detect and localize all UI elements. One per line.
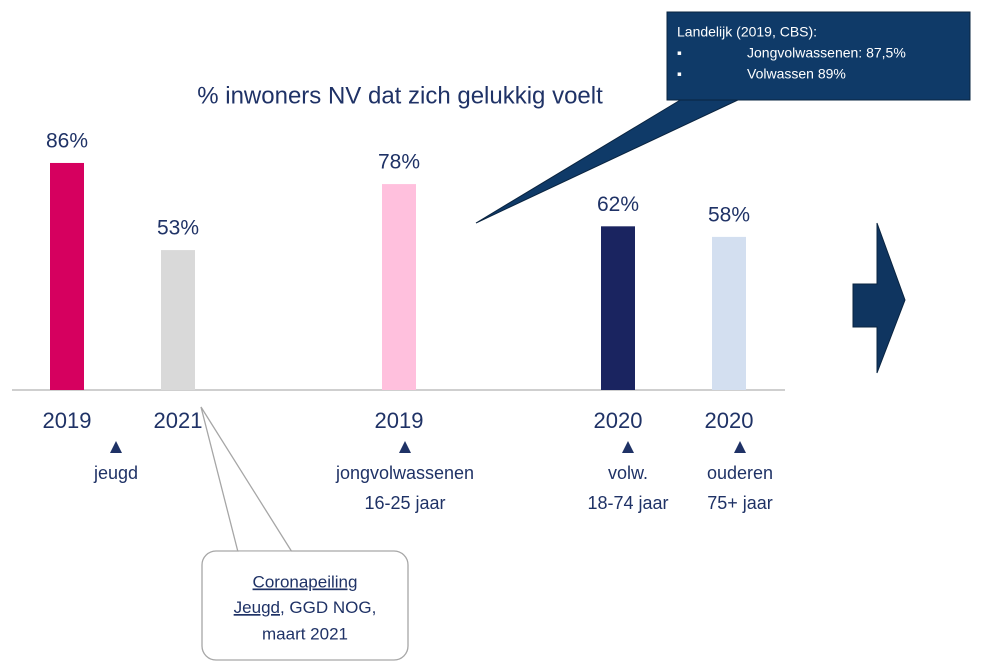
source-text: , GGD NOG, bbox=[280, 598, 376, 617]
source-text: maart 2021 bbox=[262, 624, 348, 643]
arrow-shape bbox=[852, 222, 906, 374]
bar bbox=[601, 226, 635, 390]
source-line: Jeugd, GGD NOG, bbox=[234, 598, 377, 617]
x-tick-label: 2019 bbox=[375, 408, 424, 433]
value-label: 86% bbox=[46, 130, 88, 153]
callout-bullet: Jongvolwassenen: 87,5% bbox=[747, 45, 906, 61]
source-link: Jeugd bbox=[234, 598, 280, 617]
callout-heading: Landelijk (2019, CBS): bbox=[677, 24, 817, 40]
group-label: 16-25 jaar bbox=[364, 493, 445, 513]
pointer-triangle bbox=[110, 441, 122, 453]
bar bbox=[382, 184, 416, 390]
value-label: 62% bbox=[597, 193, 639, 216]
bar bbox=[712, 236, 746, 390]
pointer-triangle bbox=[734, 441, 746, 453]
group-label: 75+ jaar bbox=[707, 493, 773, 513]
group-label: ouderen bbox=[707, 463, 773, 483]
bar bbox=[50, 162, 84, 390]
bar bbox=[161, 250, 195, 390]
pointer-triangle bbox=[399, 441, 411, 453]
value-label: 58% bbox=[708, 203, 750, 226]
source-link: Coronapeiling bbox=[253, 572, 358, 591]
x-tick-label: 2020 bbox=[594, 408, 643, 433]
group-label: volw. bbox=[608, 463, 648, 483]
pointer-triangle bbox=[622, 441, 634, 453]
callout-box bbox=[201, 550, 409, 661]
chart-title: % inwoners NV dat zich gelukkig voelt bbox=[197, 82, 603, 109]
x-tick-label: 2021 bbox=[154, 408, 203, 433]
callout-pointer bbox=[200, 406, 293, 553]
group-label: jongvolwassenen bbox=[335, 463, 474, 483]
value-label: 78% bbox=[378, 151, 420, 174]
bullet-dot: ▪ bbox=[677, 45, 682, 61]
callout-bullet: Volwassen 89% bbox=[747, 66, 846, 82]
callout-box bbox=[666, 11, 971, 101]
x-tick-label: 2019 bbox=[43, 408, 92, 433]
group-label: 18-74 jaar bbox=[587, 493, 668, 513]
group-label: jeugd bbox=[93, 463, 138, 483]
value-label: 53% bbox=[157, 217, 199, 240]
bullet-dot: ▪ bbox=[677, 66, 682, 82]
x-tick-label: 2020 bbox=[705, 408, 754, 433]
